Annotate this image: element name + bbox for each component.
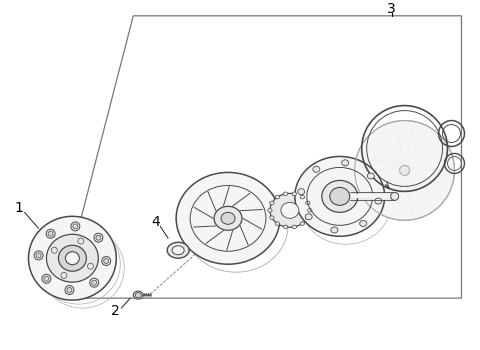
Ellipse shape (65, 286, 74, 294)
Ellipse shape (36, 253, 41, 258)
Ellipse shape (176, 173, 280, 264)
Ellipse shape (400, 166, 409, 175)
Ellipse shape (275, 222, 280, 225)
Ellipse shape (306, 201, 310, 205)
Text: 3: 3 (387, 2, 396, 16)
Ellipse shape (313, 166, 320, 172)
Ellipse shape (300, 222, 304, 225)
Text: 1: 1 (14, 201, 23, 215)
Ellipse shape (28, 216, 116, 300)
Ellipse shape (367, 173, 374, 179)
Ellipse shape (92, 280, 96, 285)
Ellipse shape (87, 263, 94, 269)
Ellipse shape (48, 231, 53, 236)
Ellipse shape (65, 252, 79, 265)
Ellipse shape (167, 242, 189, 258)
Ellipse shape (281, 202, 299, 218)
Ellipse shape (298, 189, 305, 195)
Ellipse shape (94, 233, 103, 242)
Ellipse shape (322, 180, 358, 212)
Ellipse shape (283, 192, 288, 196)
Ellipse shape (292, 192, 297, 196)
Ellipse shape (375, 198, 382, 204)
Ellipse shape (283, 225, 288, 229)
Ellipse shape (172, 246, 184, 255)
Ellipse shape (104, 259, 108, 264)
Ellipse shape (90, 278, 99, 287)
Ellipse shape (135, 293, 141, 297)
Ellipse shape (44, 276, 49, 281)
Ellipse shape (102, 257, 111, 266)
Ellipse shape (42, 274, 51, 283)
Ellipse shape (342, 160, 348, 166)
Ellipse shape (295, 156, 384, 236)
Ellipse shape (221, 212, 235, 224)
Ellipse shape (355, 120, 455, 220)
Ellipse shape (133, 291, 143, 299)
Ellipse shape (330, 187, 350, 205)
Ellipse shape (270, 216, 274, 219)
Ellipse shape (268, 209, 272, 212)
Ellipse shape (214, 206, 242, 230)
Ellipse shape (275, 195, 280, 199)
Ellipse shape (61, 272, 67, 278)
Ellipse shape (331, 227, 338, 233)
Ellipse shape (78, 238, 84, 244)
Ellipse shape (305, 214, 312, 220)
Ellipse shape (96, 235, 101, 240)
Ellipse shape (73, 224, 78, 229)
Ellipse shape (292, 225, 297, 229)
Ellipse shape (46, 229, 55, 238)
Ellipse shape (59, 245, 86, 271)
Ellipse shape (391, 193, 398, 200)
Ellipse shape (47, 234, 98, 282)
Ellipse shape (308, 209, 312, 212)
Ellipse shape (300, 195, 304, 199)
Ellipse shape (34, 251, 43, 260)
Ellipse shape (360, 220, 367, 226)
Text: 2: 2 (111, 304, 120, 318)
Ellipse shape (270, 194, 310, 227)
Ellipse shape (67, 288, 72, 293)
Ellipse shape (270, 201, 274, 205)
Ellipse shape (51, 247, 57, 253)
Ellipse shape (306, 216, 310, 219)
Ellipse shape (71, 222, 80, 231)
Text: 4: 4 (151, 215, 159, 229)
